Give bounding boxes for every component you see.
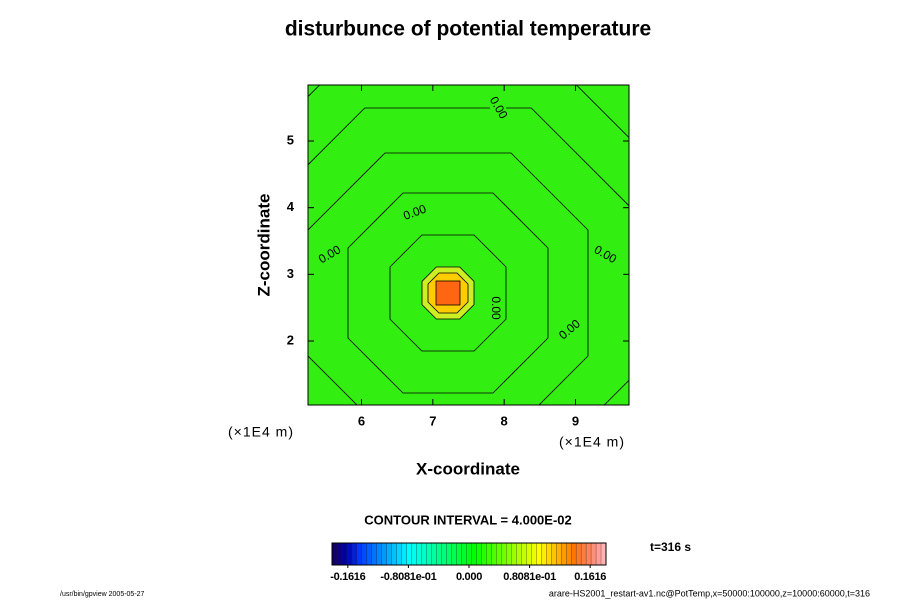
contour-interval: CONTOUR INTERVAL = 4.000E-02 bbox=[364, 512, 571, 527]
contour-line bbox=[308, 85, 629, 139]
contour-label-bg bbox=[398, 201, 432, 225]
colorbar-cell bbox=[356, 542, 363, 566]
colorbar-cell bbox=[541, 542, 547, 566]
footer-right: arare-HS2001_restart-av1.nc@PotTemp,x=50… bbox=[549, 588, 870, 598]
time-label: t=316 s bbox=[650, 540, 691, 554]
x-axis-label: X-coordinate bbox=[416, 459, 520, 478]
colorbar-cell bbox=[546, 542, 552, 566]
colorbar-cell bbox=[595, 542, 602, 566]
colorbar-cell bbox=[366, 542, 373, 566]
contour-label-bg bbox=[488, 293, 502, 323]
colorbar-cell bbox=[580, 542, 587, 566]
colorbar-cell bbox=[570, 542, 577, 566]
colorbar-cell bbox=[361, 542, 368, 566]
colorbar bbox=[331, 542, 607, 566]
y-tick-label: 2 bbox=[287, 332, 294, 347]
colorbar-cell bbox=[531, 542, 537, 566]
colorbar-cell bbox=[411, 542, 418, 566]
x-tick-label: 9 bbox=[572, 413, 579, 428]
colorbar-cell bbox=[426, 542, 433, 566]
colorbar-cell bbox=[501, 542, 507, 566]
footer-left: /usr/bin/gpview 2005-05-27 bbox=[60, 591, 145, 598]
colorbar-cell bbox=[496, 542, 502, 566]
colorbar-tick-label: 0.8081e-01 bbox=[503, 571, 556, 583]
colorbar-cell bbox=[481, 542, 487, 566]
colorbar-cell bbox=[396, 542, 403, 566]
chart-title: disturbunce of potential temperature bbox=[285, 18, 651, 41]
colorbar-cell bbox=[376, 542, 383, 566]
colorbar-cell bbox=[406, 542, 413, 566]
colorbar-cell bbox=[346, 542, 353, 566]
colorbar-cell bbox=[401, 542, 408, 566]
y-tick-label: 5 bbox=[287, 132, 294, 147]
colorbar-cell bbox=[456, 542, 462, 566]
y-tick-label: 4 bbox=[287, 199, 295, 214]
x-tick-label: 6 bbox=[358, 413, 365, 428]
colorbar-tick-label: -0.1616 bbox=[330, 571, 365, 583]
x-unit: (×1E4 m) bbox=[559, 434, 625, 450]
colorbar-cell bbox=[491, 542, 497, 566]
x-tick-label: 7 bbox=[429, 413, 436, 428]
colorbar-cell bbox=[451, 542, 457, 566]
colorbar-cell bbox=[331, 542, 338, 566]
contour-line bbox=[308, 107, 629, 405]
colorbar-cell bbox=[585, 542, 592, 566]
colorbar-cell bbox=[386, 542, 393, 566]
colorbar-cell bbox=[506, 542, 512, 566]
contour-fill bbox=[435, 280, 461, 306]
y-tick-label: 3 bbox=[287, 266, 294, 281]
colorbar-cell bbox=[466, 542, 472, 566]
colorbar-cell bbox=[371, 542, 378, 566]
contour-label-bg bbox=[313, 241, 347, 269]
colorbar-cell bbox=[431, 542, 438, 566]
contour-label-bg bbox=[554, 314, 586, 346]
colorbar-cell bbox=[565, 542, 572, 566]
colorbar-cell bbox=[551, 542, 557, 566]
colorbar-cell bbox=[391, 542, 398, 566]
colorbar-cell bbox=[536, 542, 542, 566]
contour-line bbox=[308, 152, 589, 405]
colorbar-cell bbox=[516, 542, 522, 566]
plot-frame bbox=[307, 84, 630, 406]
colorbar-cell bbox=[561, 542, 567, 566]
colorbar-cell bbox=[351, 542, 358, 566]
y-axis-label: Z-coordinate bbox=[254, 194, 273, 297]
colorbar-cell bbox=[556, 542, 562, 566]
contour-label-bg bbox=[484, 91, 512, 125]
colorbar-tick-label: 0.1616 bbox=[574, 571, 606, 583]
colorbar-cell bbox=[526, 542, 532, 566]
colorbar-cell bbox=[341, 542, 348, 566]
colorbar-cell bbox=[446, 542, 453, 566]
colorbar-cell bbox=[471, 542, 477, 566]
colorbar-cell bbox=[421, 542, 428, 566]
colorbar-tick-label: -0.8081e-01 bbox=[380, 571, 436, 583]
contour-label-bg bbox=[588, 241, 622, 269]
colorbar-cell bbox=[511, 542, 517, 566]
colorbar-cell bbox=[436, 542, 443, 566]
contour-line bbox=[347, 192, 549, 394]
contour-label: 0.00 bbox=[489, 296, 503, 320]
colorbar-cell bbox=[476, 542, 482, 566]
colorbar-cell bbox=[590, 542, 597, 566]
colorbar-cell bbox=[486, 542, 492, 566]
colorbar-cell bbox=[461, 542, 467, 566]
colorbar-cell bbox=[336, 542, 343, 566]
colorbar-tick-label: 0.000 bbox=[456, 571, 482, 583]
colorbar-cell bbox=[381, 542, 388, 566]
contour-line bbox=[389, 234, 507, 352]
colorbar-cell bbox=[416, 542, 423, 566]
x-tick-label: 8 bbox=[501, 413, 508, 428]
field-background bbox=[308, 85, 629, 405]
colorbar-cell bbox=[441, 542, 448, 566]
colorbar-cell bbox=[575, 542, 582, 566]
y-unit: (×1E4 m) bbox=[228, 424, 294, 440]
colorbar-cell bbox=[521, 542, 527, 566]
contours bbox=[308, 85, 629, 405]
